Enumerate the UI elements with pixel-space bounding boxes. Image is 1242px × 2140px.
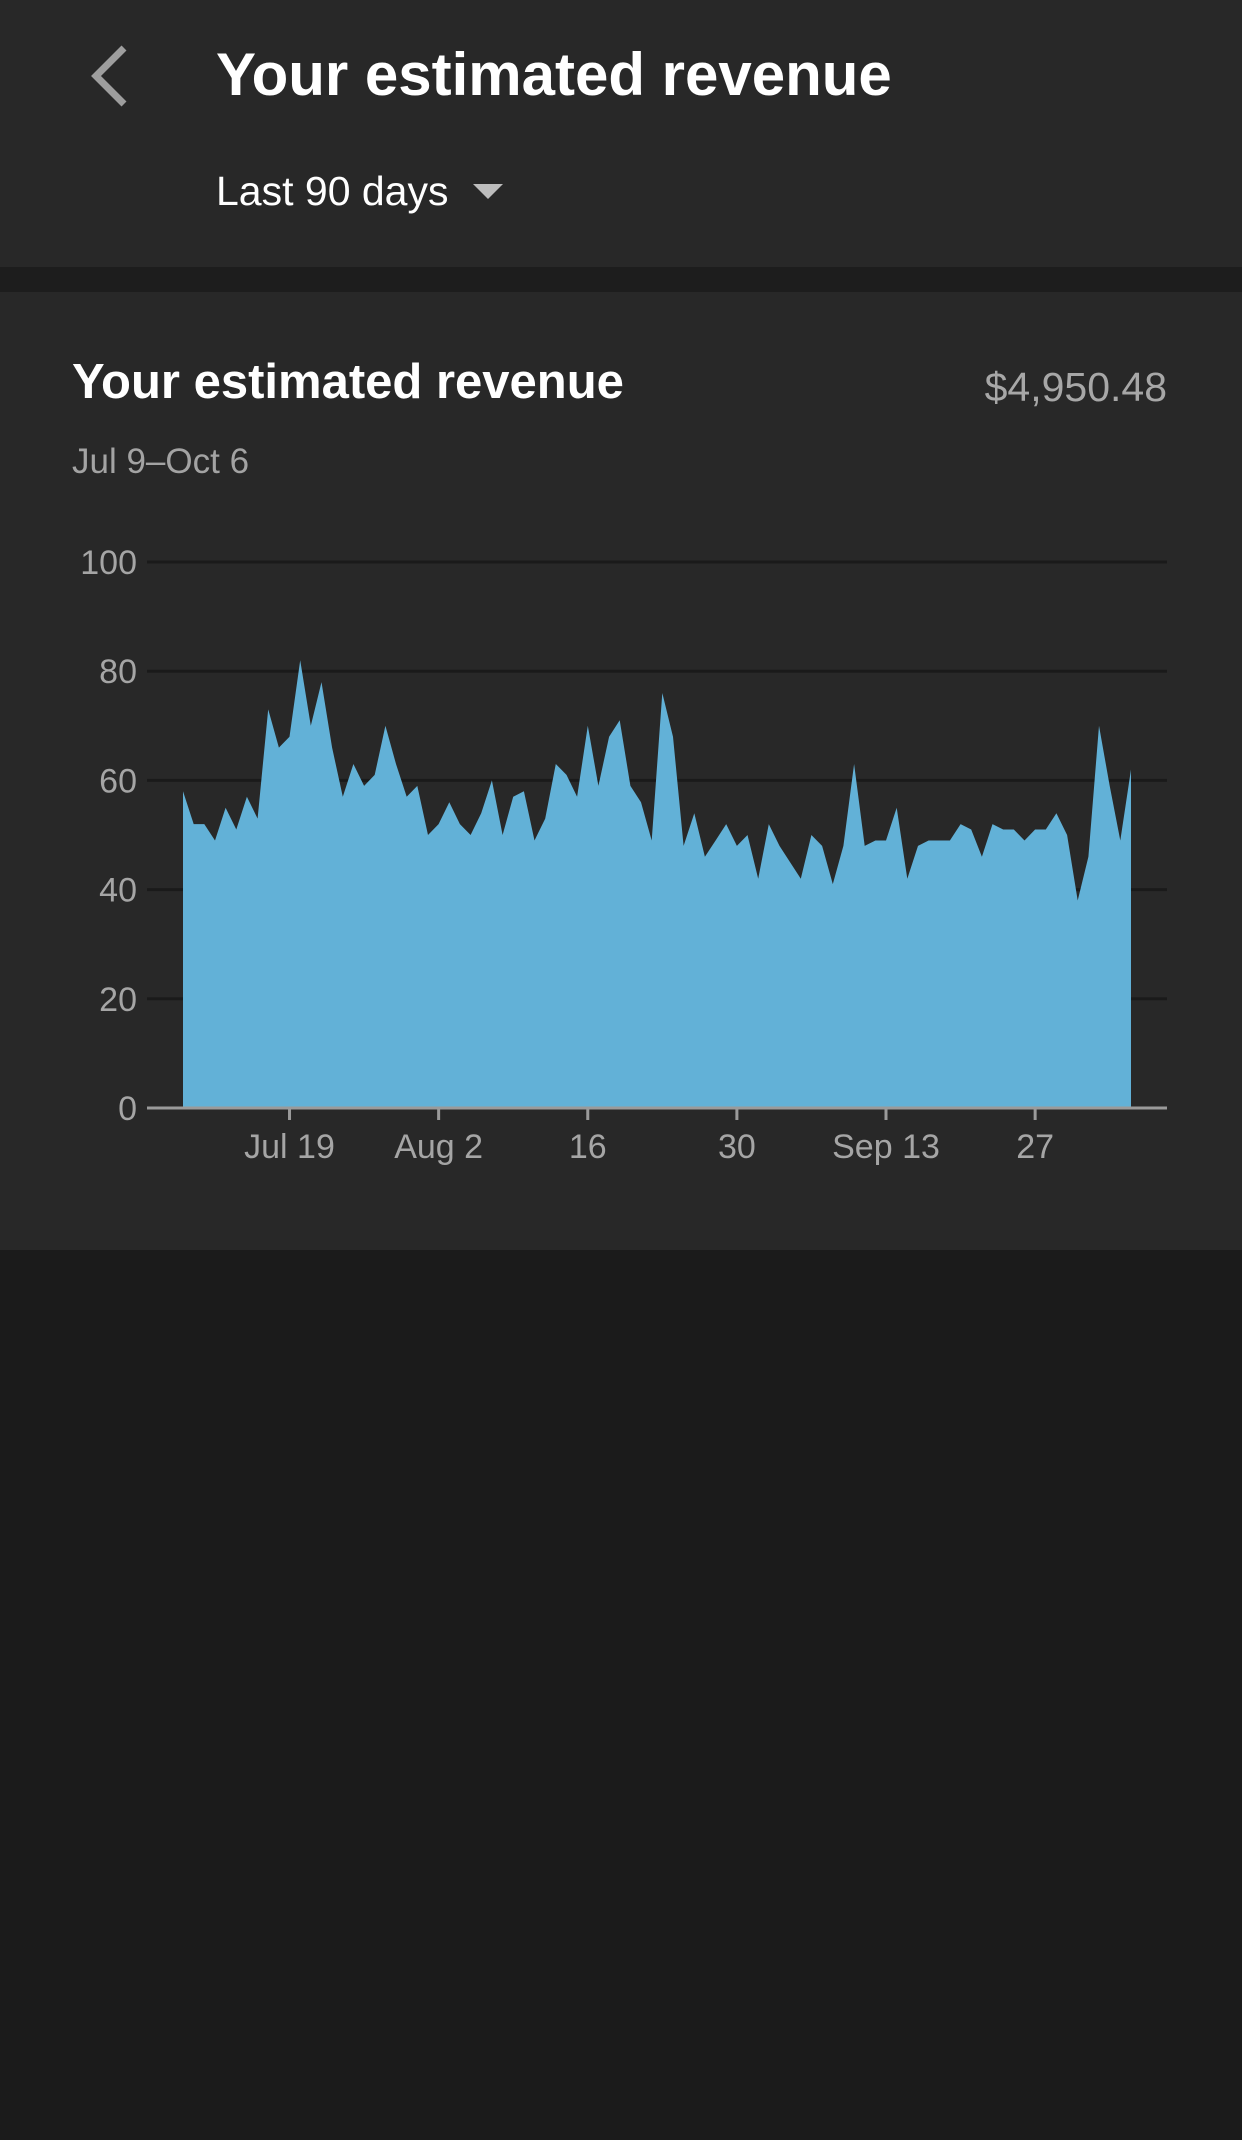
revenue-total: $4,950.48: [984, 364, 1167, 410]
x-tick-label: 30: [718, 1128, 756, 1166]
y-tick-label: 80: [99, 653, 137, 691]
y-tick-label: 60: [99, 762, 137, 800]
card-date-range: Jul 9–Oct 6: [72, 442, 250, 481]
x-tick-label: 27: [1016, 1128, 1054, 1166]
revenue-area-chart: 0 20 40 60 80 100 Jul 19 Aug 2 16 30 Sep 13 27: [80, 544, 1167, 1166]
back-button[interactable]: [70, 36, 150, 116]
revenue-area-series: [183, 660, 1131, 1108]
y-tick-label: 0: [118, 1090, 137, 1128]
chevron-left-icon: [91, 45, 127, 107]
date-range-label: Last 90 days: [216, 168, 449, 214]
x-tick-label: Sep 13: [832, 1128, 940, 1166]
caret-down-icon: [472, 184, 503, 199]
y-tick-label: 100: [80, 544, 137, 582]
app-header: Your estimated revenue Last 90 days: [0, 0, 1242, 267]
date-range-dropdown[interactable]: Last 90 days: [216, 168, 503, 215]
section-divider: [0, 267, 1242, 292]
revenue-card: Your estimated revenue $4,950.48 Jul 9–O…: [0, 292, 1242, 1250]
page-title: Your estimated revenue: [216, 41, 892, 108]
x-tick-label: 16: [569, 1128, 607, 1166]
card-title: Your estimated revenue: [72, 355, 624, 409]
y-tick-label: 40: [99, 872, 137, 910]
y-tick-label: 20: [99, 981, 137, 1019]
x-tick-label: Aug 2: [394, 1128, 483, 1166]
x-tick-label: Jul 19: [244, 1128, 335, 1166]
